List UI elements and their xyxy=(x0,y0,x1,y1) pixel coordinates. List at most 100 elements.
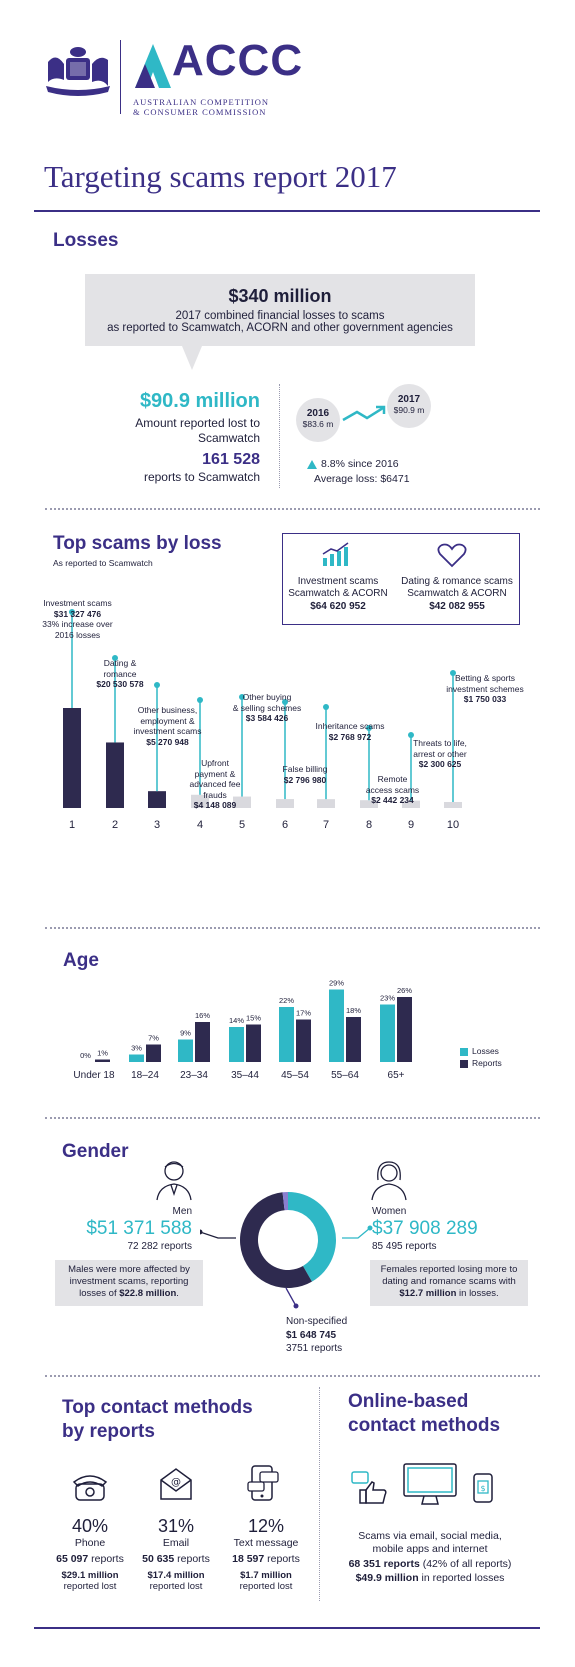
scam-label-5-amount: $3 584 426 xyxy=(245,713,289,723)
scamwatch-amount: $90.9 million xyxy=(139,390,260,412)
age-category-6: 55–64 xyxy=(331,1070,359,1081)
scam-dot-5 xyxy=(239,694,245,700)
scam-rank-4: 4 xyxy=(197,819,203,831)
value-2017: $90.9 m xyxy=(393,405,425,415)
age-bar-losses-6 xyxy=(329,989,344,1062)
contact-heading-2: by reports xyxy=(62,1421,155,1442)
scam-label-5: Other buying & selling schemes $3 584 42… xyxy=(222,692,312,724)
contact-heading-1: Top contact methods xyxy=(62,1397,253,1418)
age-category-4: 35–44 xyxy=(231,1070,259,1081)
scam-rank-6: 6 xyxy=(282,819,288,831)
age-label-losses-3: 9% xyxy=(180,1029,191,1038)
email-reports: 50 635 reports xyxy=(131,1553,221,1565)
women-note-box: Females reported losing more to dating a… xyxy=(370,1260,528,1306)
scam-rank-5: 5 xyxy=(239,819,245,831)
age-label-reports-1: 1% xyxy=(97,1049,108,1058)
online-heading-2: contact methods xyxy=(348,1415,501,1436)
age-bar-losses-4 xyxy=(229,1027,244,1062)
year-2016: 2016 xyxy=(306,408,330,419)
nonspec-leader-dot xyxy=(293,1303,299,1309)
text-reports-num: 18 597 xyxy=(232,1553,265,1565)
contact-text: 12% Text message 18 597 reports $1.7 mil… xyxy=(218,1516,314,1592)
online-lost: $49.9 million in reported losses xyxy=(325,1572,535,1584)
scam-dot-7 xyxy=(323,704,329,710)
scam-label-3-line-2: employment & xyxy=(140,715,195,726)
section-divider-3 xyxy=(45,1117,540,1119)
men-reports: 72 282 reports xyxy=(127,1241,193,1252)
age-bar-reports-2 xyxy=(146,1044,161,1062)
online-heading-1: Online-based xyxy=(348,1391,469,1412)
scam-label-7-line-1: Inheritance scams xyxy=(315,721,385,731)
online-desc-2: mobile apps and internet xyxy=(372,1543,488,1555)
scam-label-1-extra-2: 2016 losses xyxy=(54,629,101,640)
woman-avatar-icon xyxy=(370,1158,408,1202)
gender-donut-chart xyxy=(197,1180,380,1310)
top-scams-heading: Top scams by loss xyxy=(53,533,222,554)
online-lost-bold: $49.9 million xyxy=(355,1572,419,1584)
legend-losses: Losses xyxy=(460,1045,502,1057)
age-bar-reports-4 xyxy=(246,1024,261,1062)
email-name: Email xyxy=(162,1537,190,1549)
scam-bar-10 xyxy=(444,802,462,808)
nonspec-reports: 3751 reports xyxy=(286,1343,343,1354)
total-losses-desc-1: 2017 combined financial losses to scams xyxy=(175,310,385,322)
coat-of-arms-icon xyxy=(42,42,114,100)
scam-label-1-line-1: Investment scams xyxy=(43,598,112,608)
circle-2017: 2017 $90.9 m xyxy=(387,384,431,428)
text-reports: 18 597 reports xyxy=(218,1553,314,1565)
women-label: Women xyxy=(372,1206,407,1217)
legend-reports-label: Reports xyxy=(472,1058,502,1068)
scam-label-9-line-2: arrest or other xyxy=(413,748,467,759)
age-label-losses-2: 3% xyxy=(131,1044,142,1053)
scam-label-8: Remote access scams $2 442 234 xyxy=(355,774,430,806)
email-reports-num: 50 635 xyxy=(142,1553,175,1565)
text-reports-word: reports xyxy=(264,1553,300,1565)
age-bar-losses-3 xyxy=(178,1039,193,1062)
email-lost-word: reported lost xyxy=(149,1581,203,1592)
text-message-icon xyxy=(246,1464,282,1502)
scam-bar-1 xyxy=(63,708,81,808)
box-item1-label-1: Investment scams xyxy=(297,576,379,587)
phone-reports-word: reports xyxy=(88,1553,124,1565)
scam-rank-3: 3 xyxy=(154,819,160,831)
scam-label-8-line-2: access scams xyxy=(365,784,420,795)
accc-logo xyxy=(133,40,283,90)
women-amount: $37 908 289 xyxy=(372,1218,478,1239)
scam-label-9-amount: $2 300 625 xyxy=(418,759,462,769)
scam-rank-10: 10 xyxy=(447,819,459,831)
age-category-7: 65+ xyxy=(388,1070,405,1081)
scam-label-4: Upfront payment & advanced fee frauds $4… xyxy=(180,758,250,811)
top-scams-chart: 1 2 3 4 5 6 7 8 9 10 xyxy=(0,590,575,920)
phone-lost-word: reported lost xyxy=(63,1581,117,1592)
top-scams-box: Investment scams Scamwatch & ACORN $64 6… xyxy=(282,533,520,625)
scam-rank-1: 1 xyxy=(69,819,75,831)
text-name: Text message xyxy=(233,1537,299,1549)
phone-lost: $29.1 million xyxy=(61,1570,119,1581)
reports-count: 161 528 xyxy=(202,451,260,468)
men-amount: $51 371 588 xyxy=(86,1218,192,1239)
online-reports: 68 351 reports (42% of all reports) xyxy=(325,1558,535,1570)
online-reports-bold: 68 351 reports xyxy=(348,1558,420,1570)
scam-bar-6 xyxy=(276,799,294,808)
up-triangle-icon xyxy=(307,460,317,469)
phone-pct: 40% xyxy=(71,1516,109,1536)
age-label-losses-7: 23% xyxy=(380,994,395,1003)
legend-losses-label: Losses xyxy=(472,1046,499,1056)
women-leader-line xyxy=(342,1227,371,1239)
logo-text: ACCC xyxy=(172,36,304,85)
women-leader-dot xyxy=(367,1225,373,1231)
section-divider-2 xyxy=(45,927,540,929)
scam-label-5-line-2: & selling schemes xyxy=(232,702,302,713)
age-category-3: 23–34 xyxy=(180,1070,208,1081)
age-label-losses-6: 29% xyxy=(329,979,344,988)
age-label-reports-4: 15% xyxy=(246,1014,261,1023)
age-heading: Age xyxy=(63,950,99,971)
age-category-2: 18–24 xyxy=(131,1070,159,1081)
value-2016: $83.6 m xyxy=(302,419,334,429)
reports-desc: reports to Scamwatch xyxy=(143,470,260,484)
men-note-bold: $22.8 million xyxy=(119,1288,177,1299)
scam-label-6-amount: $2 796 980 xyxy=(283,774,327,785)
women-note-bold: $12.7 million xyxy=(399,1288,457,1299)
age-label-reports-2: 7% xyxy=(148,1034,159,1043)
box-item2-amount: $42 082 955 xyxy=(429,601,485,612)
